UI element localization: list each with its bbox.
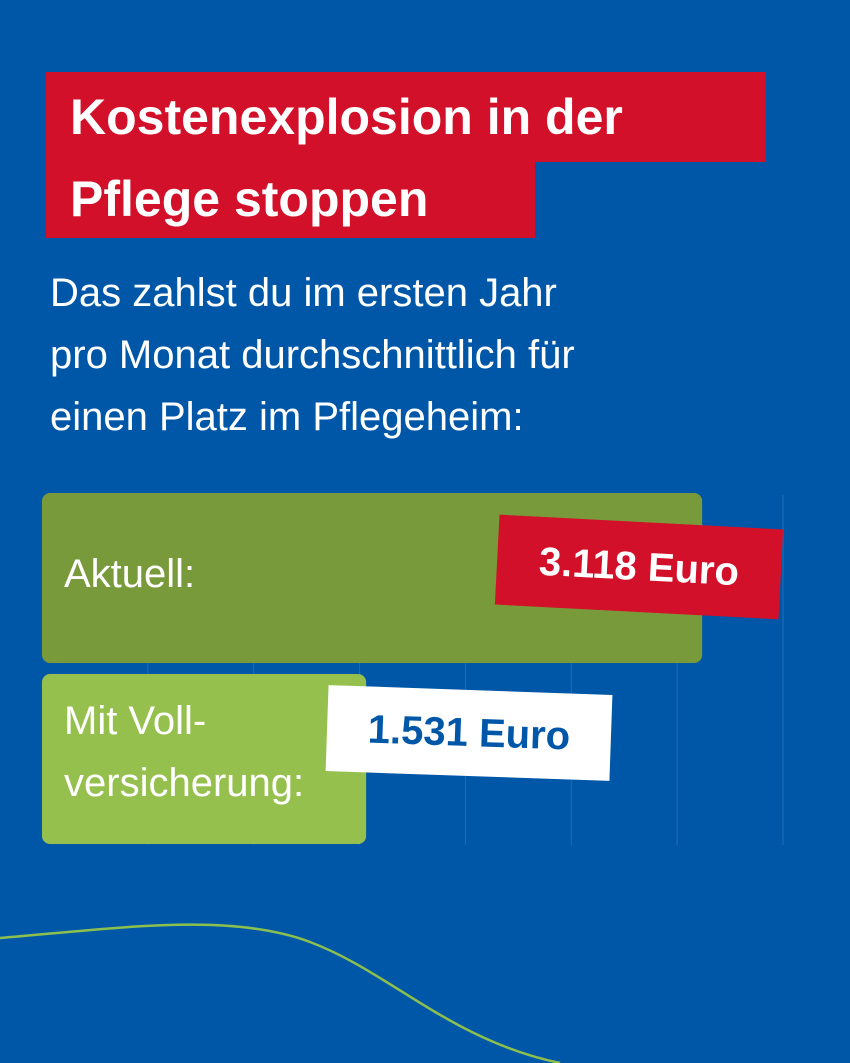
title-text-1: Kostenexplosion in der [70,89,623,145]
decorative-wave-line [0,923,561,1063]
value-label-full-insurance: 1.531 Euro [325,685,613,781]
bar-label-full-insurance: Mit Voll- versicherung: [64,699,305,805]
subtitle-line-2: pro Monat durchschnittlich für [50,333,575,377]
bar-full-insurance [42,674,367,844]
title-line-1: Kostenexplosion in der [46,72,766,162]
subtitle: Das zahlst du im ersten Jahr pro Monat d… [50,262,830,448]
title-text-2: Pflege stoppen [70,171,429,227]
subtitle-line-3: einen Platz im Pflegeheim: [50,395,524,439]
title-line-2: Pflege stoppen [46,160,535,238]
bar-label-current: Aktuell: [64,552,196,596]
subtitle-line-1: Das zahlst du im ersten Jahr [50,271,557,315]
value-label-current: 3.118 Euro [494,514,784,620]
